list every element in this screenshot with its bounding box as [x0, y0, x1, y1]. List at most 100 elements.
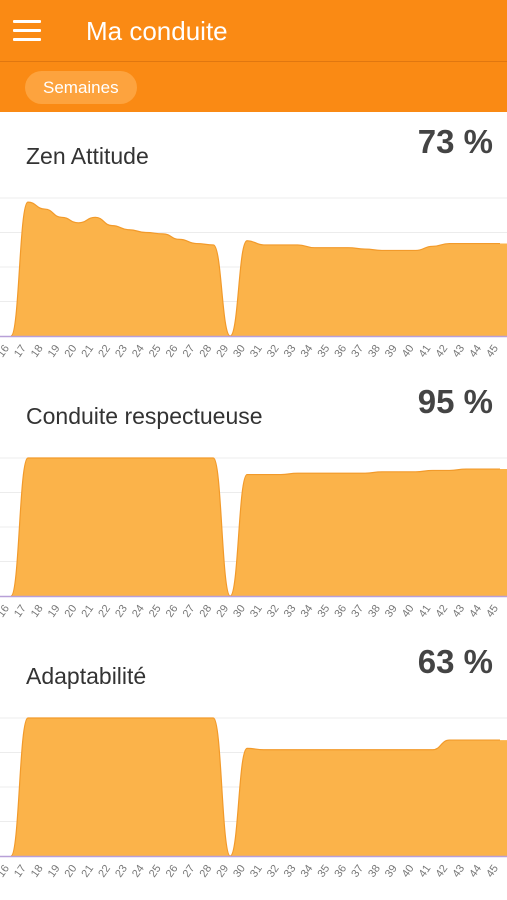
x-tick-label: 29: [214, 863, 231, 880]
chart-title: Adaptabilité: [26, 663, 147, 689]
x-tick-label: 36: [332, 603, 349, 620]
app-bar-divider: [0, 61, 507, 62]
x-tick-label: 37: [349, 343, 366, 360]
x-tick-label: 32: [265, 343, 282, 360]
chart-card: Conduite respectueuse 95 % 16 17 18 19 20 21 22 2…: [0, 373, 507, 633]
x-tick-label: 26: [164, 603, 181, 620]
chart-score: 63 %: [417, 643, 493, 680]
x-tick-label: 18: [29, 863, 46, 880]
x-tick-label: 41: [417, 343, 434, 360]
x-tick-label: 32: [265, 863, 282, 880]
x-tick-label: 25: [147, 343, 164, 360]
x-tick-label: 31: [248, 603, 265, 620]
x-tick-label: 43: [450, 343, 467, 360]
x-tick-label: 20: [63, 343, 80, 360]
x-tick-label: 42: [434, 343, 451, 360]
series-area: [11, 458, 507, 596]
x-tick-label: 19: [46, 863, 63, 880]
x-tick-label: 45: [484, 603, 501, 620]
page-title: Ma conduite: [86, 16, 228, 46]
x-tick-label: 22: [96, 863, 113, 880]
x-tick-label: 30: [231, 343, 248, 360]
x-tick-label: 36: [332, 863, 349, 880]
x-tick-label: 24: [130, 343, 147, 360]
x-tick-label: 16: [0, 603, 12, 620]
x-tick-label: 42: [434, 863, 451, 880]
x-tick-label: 40: [400, 603, 417, 620]
x-tick-label: 41: [417, 603, 434, 620]
x-tick-label: 36: [332, 343, 349, 360]
x-tick-label: 17: [12, 343, 29, 360]
x-tick-label: 16: [0, 863, 12, 880]
x-tick-label: 34: [299, 603, 316, 620]
x-tick-label: 30: [231, 603, 248, 620]
x-tick-label: 40: [400, 343, 417, 360]
x-tick-label: 27: [181, 343, 198, 360]
x-tick-label: 25: [147, 603, 164, 620]
series-area: [11, 202, 507, 336]
x-tick-label: 35: [315, 603, 332, 620]
x-tick-label: 45: [484, 863, 501, 880]
chart-card: Zen Attitude 73 % 16 17 18 19 20 21 22 23 24 25 26 27…: [0, 113, 507, 373]
chart-title: Conduite respectueuse: [26, 403, 263, 429]
x-tick-label: 40: [400, 863, 417, 880]
x-tick-label: 32: [265, 603, 282, 620]
x-tick-label: 23: [113, 343, 130, 360]
x-tick-label: 20: [63, 603, 80, 620]
x-tick-label: 23: [113, 863, 130, 880]
area-chart: 16 17 18 19 20 21 22 23 24 25 26 27 28 29 30 31 32 33 34 35…: [0, 197, 507, 360]
x-tick-label: 33: [282, 603, 299, 620]
x-tick-label: 28: [197, 343, 214, 360]
x-tick-label: 43: [450, 863, 467, 880]
chart-score: 73 %: [417, 123, 493, 160]
x-tick-label: 21: [79, 343, 96, 360]
x-tick-label: 33: [282, 343, 299, 360]
x-tick-label: 39: [383, 603, 400, 620]
x-tick-label: 29: [214, 603, 231, 620]
x-tick-label: 43: [450, 603, 467, 620]
x-tick-label: 35: [315, 343, 332, 360]
x-tick-label: 19: [46, 343, 63, 360]
x-tick-label: 21: [79, 603, 96, 620]
chart-title: Zen Attitude: [26, 143, 149, 169]
chart-score: 95 %: [417, 383, 493, 420]
hamburger-menu-icon[interactable]: [13, 20, 43, 42]
x-tick-label: 42: [434, 603, 451, 620]
x-tick-label: 33: [282, 863, 299, 880]
x-tick-label: 22: [96, 603, 113, 620]
x-tick-label: 22: [96, 343, 113, 360]
x-tick-label: 27: [181, 603, 198, 620]
x-tick-label: 28: [197, 603, 214, 620]
x-tick-label: 41: [417, 863, 434, 880]
series-area: [11, 718, 507, 856]
x-tick-label: 39: [383, 863, 400, 880]
x-tick-label: 26: [164, 863, 181, 880]
app-bar: Ma conduite Semaines: [0, 0, 507, 112]
x-tick-label: 26: [164, 343, 181, 360]
period-filter-chip[interactable]: Semaines: [25, 71, 137, 104]
x-tick-label: 21: [79, 863, 96, 880]
chart-card: Adaptabilité 63 % 16 17 18 19 20 21 22 23 24 25 26 27…: [0, 633, 507, 893]
x-tick-label: 30: [231, 863, 248, 880]
x-tick-label: 19: [46, 603, 63, 620]
x-tick-label: 18: [29, 603, 46, 620]
x-tick-label: 28: [197, 863, 214, 880]
x-tick-label: 18: [29, 343, 46, 360]
x-tick-label: 25: [147, 863, 164, 880]
x-tick-label: 45: [484, 343, 501, 360]
area-chart: 16 17 18 19 20 21 22 23 24 25 26 27 28 29 30 31 32 33 34 35…: [0, 717, 507, 880]
x-tick-label: 17: [12, 603, 29, 620]
x-tick-label: 38: [366, 603, 383, 620]
x-tick-label: 24: [130, 603, 147, 620]
x-tick-label: 16: [0, 343, 12, 360]
x-tick-label: 24: [130, 863, 147, 880]
x-tick-label: 23: [113, 603, 130, 620]
area-chart: 16 17 18 19 20 21 22 23 24 25 26 27 28 29 30 31 32 33 34 35…: [0, 457, 507, 620]
x-tick-label: 44: [467, 343, 484, 360]
x-tick-label: 17: [12, 863, 29, 880]
x-tick-label: 20: [63, 863, 80, 880]
x-tick-label: 31: [248, 863, 265, 880]
x-tick-label: 31: [248, 343, 265, 360]
x-tick-label: 38: [366, 863, 383, 880]
x-tick-label: 27: [181, 863, 198, 880]
